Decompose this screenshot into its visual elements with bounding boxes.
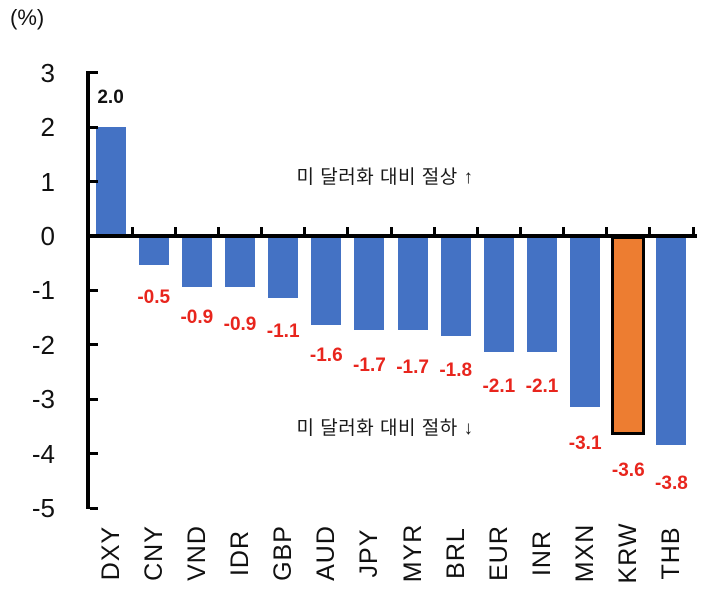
y-tick-label-1: 1 — [40, 166, 55, 197]
x-label-EUR: EUR — [484, 525, 513, 581]
y-axis-unit-label: (%) — [10, 5, 45, 30]
y-tick-label--5: -5 — [31, 493, 55, 523]
bar-KRW — [611, 236, 646, 435]
y-tick-label-2: 2 — [40, 112, 55, 143]
value-label-KRW: -3.6 — [611, 459, 645, 481]
y-tick--1 — [89, 288, 98, 292]
value-label-MXN: -3.1 — [568, 432, 602, 454]
x-label-MXN: MXN — [571, 523, 600, 583]
x-tick-12 — [605, 227, 609, 236]
x-label-IDR: IDR — [226, 529, 254, 577]
value-label-IDR: -0.9 — [223, 313, 257, 335]
annotation-depreciation: 미 달러화 대비 절하 ↓ — [296, 418, 474, 439]
value-label-GBP: -1.1 — [266, 320, 300, 342]
y-tick-label-3: 3 — [40, 57, 55, 88]
x-tick-9 — [475, 227, 479, 236]
x-label-BRL: BRL — [441, 527, 470, 579]
x-label-KRW: KRW — [614, 522, 643, 584]
value-label-JPY: -1.7 — [353, 355, 386, 377]
y-tick-3 — [89, 71, 98, 75]
value-label-CNY: -0.5 — [137, 287, 171, 309]
value-label-INR: -2.1 — [525, 376, 559, 398]
value-label-DXY: 2.0 — [97, 87, 124, 109]
bar-JPY — [354, 236, 385, 331]
x-label-GBP: GBP — [269, 525, 298, 581]
y-tick--2 — [89, 343, 98, 347]
bar-GBP — [268, 236, 299, 298]
x-label-JPY: JPY — [355, 528, 384, 578]
zero-line — [86, 234, 697, 238]
x-tick-13 — [648, 227, 652, 236]
y-tick--4 — [89, 452, 98, 456]
x-label-AUD: AUD — [312, 525, 341, 581]
bar-AUD — [311, 236, 342, 326]
x-tick-3 — [216, 227, 220, 236]
x-tick-10 — [518, 227, 522, 236]
bar-THB — [656, 236, 687, 445]
y-tick-label--4: -4 — [31, 438, 55, 469]
y-tick-label--3: -3 — [31, 384, 55, 415]
y-tick-label--2: -2 — [31, 329, 55, 360]
bar-CNY — [138, 236, 169, 266]
x-tick-7 — [389, 227, 393, 236]
x-tick-8 — [432, 227, 436, 236]
bar-INR — [527, 236, 557, 353]
x-label-MYR: MYR — [398, 523, 427, 583]
bar-MXN — [570, 236, 601, 407]
x-label-DXY: DXY — [96, 525, 125, 581]
bar-IDR — [225, 236, 255, 287]
value-label-VND: -0.9 — [180, 306, 214, 328]
value-label-BRL: -1.8 — [439, 359, 473, 381]
bar-DXY — [95, 127, 126, 236]
annotation-appreciation: 미 달러화 대비 절상 ↑ — [296, 167, 474, 188]
x-tick-11 — [562, 227, 566, 236]
value-label-THB: -3.8 — [655, 472, 688, 494]
x-tick-4 — [260, 227, 264, 236]
bar-EUR — [483, 236, 514, 353]
y-axis-line — [86, 71, 90, 509]
y-tick-1 — [89, 180, 98, 184]
y-tick-label--1: -1 — [31, 275, 55, 306]
y-tick--3 — [89, 397, 98, 401]
y-tick--5 — [89, 506, 98, 510]
y-tick-label-0: 0 — [40, 221, 55, 251]
x-tick-14 — [691, 227, 695, 236]
y-tick-2 — [89, 125, 98, 129]
bar-BRL — [440, 236, 471, 336]
x-tick-6 — [346, 227, 350, 236]
bar-VND — [181, 236, 212, 287]
x-label-VND: VND — [182, 525, 211, 581]
value-label-EUR: -2.1 — [482, 376, 516, 398]
bar-MYR — [397, 236, 428, 331]
x-label-CNY: CNY — [139, 525, 168, 581]
x-label-THB: THB — [657, 526, 686, 580]
value-label-AUD: -1.6 — [309, 345, 343, 367]
x-tick-5 — [303, 227, 307, 236]
value-label-MYR: -1.7 — [396, 357, 429, 379]
x-label-INR: INR — [528, 529, 556, 577]
x-tick-1 — [130, 227, 134, 236]
x-tick-2 — [173, 227, 177, 236]
